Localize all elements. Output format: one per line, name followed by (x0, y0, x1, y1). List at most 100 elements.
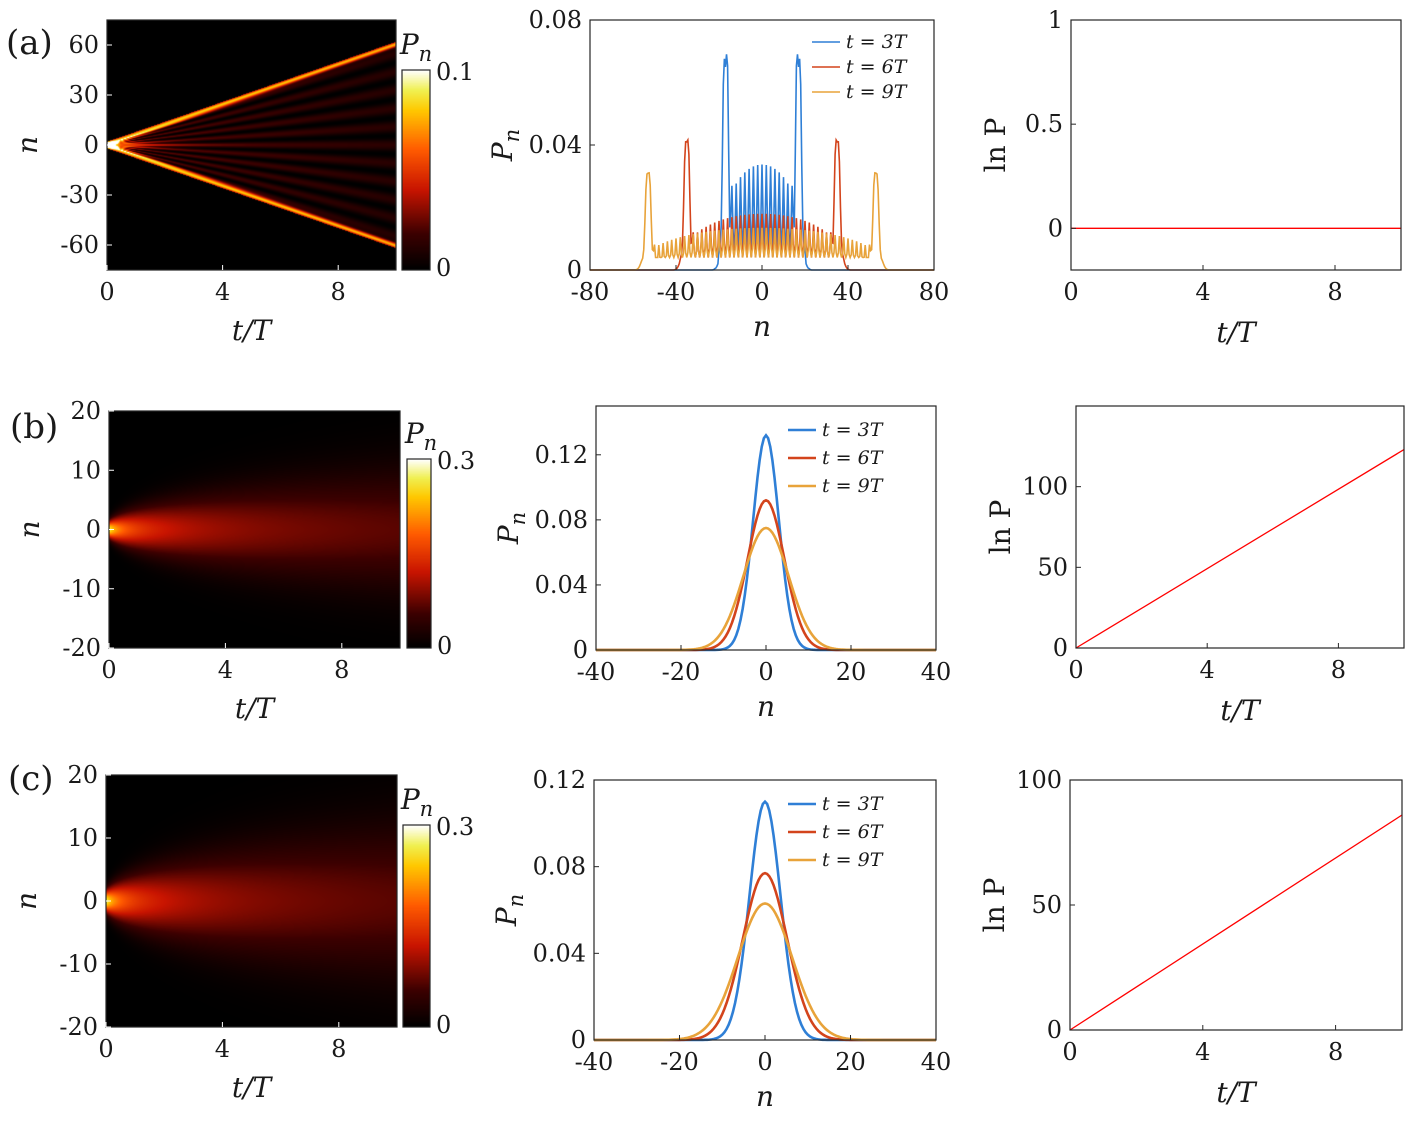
lnp-frame (1075, 405, 1405, 649)
x-tick-label: 20 (836, 658, 867, 686)
legend-entry: t = 6T (846, 56, 908, 78)
x-tick-label: -20 (662, 658, 701, 686)
y-tick-label: -20 (59, 1013, 98, 1041)
series-line-2 (596, 498, 936, 652)
x-tick-label: 8 (1328, 1038, 1343, 1066)
x-tick-label: 0 (1062, 1038, 1077, 1066)
heatmap-image (109, 411, 400, 648)
colorbar-title: Pn (400, 783, 433, 821)
y-tick-label: -10 (62, 575, 101, 603)
x-axis-label: n (756, 1080, 774, 1113)
lnp-frame (1069, 779, 1403, 1031)
x-tick-label: 4 (215, 278, 230, 306)
y-axis-label: ln P (979, 118, 1012, 173)
x-axis-label: t/T (1216, 316, 1258, 349)
x-tick-label: 8 (1327, 278, 1342, 306)
x-tick-label: 8 (334, 656, 349, 684)
colorbar-frame (402, 824, 431, 1028)
colorbar-frame (406, 458, 432, 649)
legend-entry: t = 9T (822, 475, 884, 497)
y-tick-label: 50 (1031, 891, 1062, 919)
series-line-3 (594, 902, 936, 1042)
legend-entry: t = 3T (822, 793, 884, 815)
series-line-2 (594, 871, 936, 1042)
x-tick-label: 8 (1331, 656, 1346, 684)
y-tick-label: 60 (68, 31, 99, 59)
x-tick-label: -40 (575, 1048, 614, 1076)
legend-entry: t = 6T (822, 821, 884, 843)
series-line-3 (590, 171, 934, 271)
y-tick-label: 0.08 (535, 506, 588, 534)
x-tick-label: -20 (660, 1048, 699, 1076)
y-tick-label: 0 (86, 516, 101, 544)
y-tick-label: 0 (83, 887, 98, 915)
y-tick-label: 10 (70, 456, 101, 484)
y-tick-label: 0 (571, 1026, 586, 1054)
y-tick-label: 50 (1037, 553, 1068, 581)
y-tick-label: 0.04 (535, 571, 588, 599)
x-tick-label: 40 (921, 1048, 952, 1076)
y-axis-label: n (10, 892, 43, 910)
y-tick-label: 0 (1053, 634, 1068, 662)
y-tick-label: -20 (62, 634, 101, 662)
x-tick-label: 4 (215, 1035, 230, 1063)
y-tick-label: 0 (573, 636, 588, 664)
panel-label: (c) (8, 759, 54, 799)
y-tick-label: 0.08 (533, 853, 586, 881)
y-tick-label: 30 (68, 81, 99, 109)
y-tick-label: -60 (60, 231, 99, 259)
x-axis-label: t/T (232, 1071, 274, 1104)
x-tick-label: -40 (657, 278, 696, 306)
heatmap-image (107, 20, 396, 270)
y-tick-label: 0 (1048, 214, 1063, 242)
x-tick-label: 40 (833, 278, 864, 306)
y-tick-label: 20 (67, 761, 98, 789)
x-tick-label: 20 (835, 1048, 866, 1076)
x-tick-label: 0 (757, 1048, 772, 1076)
colorbar-min-label: 0 (436, 1011, 451, 1039)
y-tick-label: 0 (1047, 1016, 1062, 1044)
colorbar (407, 459, 431, 648)
colorbar-frame (401, 69, 431, 271)
legend-entry: t = 6T (822, 447, 884, 469)
y-axis-label: Pn (490, 894, 528, 927)
y-axis-label: ln P (978, 878, 1011, 933)
legend-entry: t = 9T (822, 849, 884, 871)
colorbar-title: Pn (399, 28, 432, 66)
x-tick-label: 8 (331, 278, 346, 306)
x-axis-label: t/T (1216, 1076, 1258, 1109)
colorbar-min-label: 0 (437, 632, 452, 660)
colorbar-title: Pn (404, 417, 437, 455)
x-tick-label: 80 (919, 278, 950, 306)
y-axis-label: Pn (486, 129, 524, 162)
colorbar (402, 70, 430, 270)
y-tick-label: 0.04 (533, 939, 586, 967)
x-tick-label: 8 (331, 1035, 346, 1063)
x-axis-label: t/T (235, 692, 277, 725)
x-tick-label: 0 (758, 658, 773, 686)
y-tick-label: 0.12 (535, 441, 588, 469)
panel-label: (a) (6, 23, 53, 63)
legend-entry: t = 3T (846, 31, 908, 53)
y-tick-label: 10 (67, 824, 98, 852)
x-tick-label: 4 (1195, 1038, 1210, 1066)
x-tick-label: -80 (571, 278, 610, 306)
x-tick-label: 4 (1200, 656, 1215, 684)
colorbar-max-label: 0.1 (436, 58, 474, 86)
panel-label: (b) (10, 407, 58, 447)
y-tick-label: -10 (59, 950, 98, 978)
x-tick-label: 0 (1063, 278, 1078, 306)
y-tick-label: 0.08 (529, 6, 582, 34)
y-axis-label: Pn (492, 512, 530, 545)
lnp-line (1069, 814, 1403, 1031)
y-axis-label: n (13, 520, 46, 538)
y-tick-label: 20 (70, 397, 101, 425)
y-tick-label: 100 (1022, 473, 1068, 501)
y-tick-label: 0 (84, 131, 99, 159)
x-tick-label: 0 (754, 278, 769, 306)
y-tick-label: -30 (60, 181, 99, 209)
profile-frame (593, 779, 937, 1041)
x-tick-label: 40 (921, 658, 952, 686)
legend-entry: t = 9T (846, 81, 908, 103)
